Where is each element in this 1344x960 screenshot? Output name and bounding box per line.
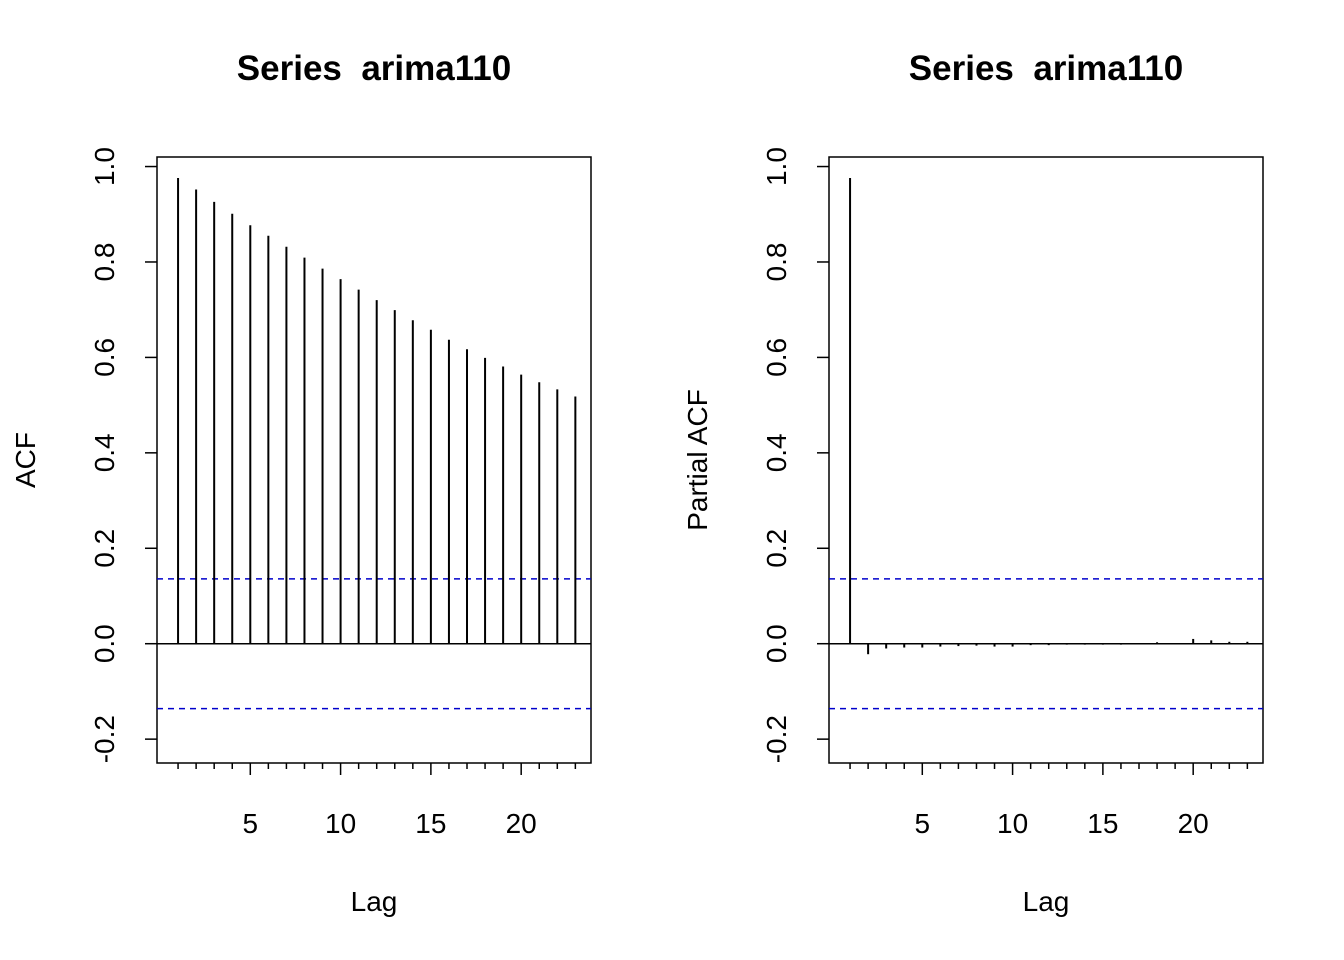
acf-title: Series arima110 [237, 49, 511, 88]
acf-x-tick-label: 20 [506, 808, 537, 839]
acf-x-tick-label: 15 [415, 808, 446, 839]
acf-y-tick-label: 0.4 [89, 433, 120, 472]
acf-plot-frame [156, 156, 592, 764]
acf-y-tick-label: 0.0 [89, 624, 120, 663]
pacf-marks: 5 10 15 20 -0.2 0.0 0.2 0.4 0.6 0.8 1.0 [761, 147, 1263, 839]
acf-marks: 5 10 15 20 -0.2 0.0 0.2 0.4 0.6 0.8 1.0 [89, 147, 591, 839]
pacf-y-tick-label: 0.2 [761, 529, 792, 568]
pacf-plot-frame [828, 156, 1264, 764]
pacf-y-tick-label: 0.6 [761, 338, 792, 377]
acf-y-tick-label: 0.8 [89, 243, 120, 282]
acf-y-tick-label: 1.0 [89, 147, 120, 186]
acf-x-tick-label: 10 [325, 808, 356, 839]
acf-panel: Series arima110 Lag ACF 5 10 15 20 -0.2 0.0 0.… [10, 49, 592, 917]
acf-y-tick-label: 0.6 [89, 338, 120, 377]
pacf-x-axis-label: Lag [1023, 886, 1070, 917]
pacf-x-tick-label: 10 [997, 808, 1028, 839]
pacf-x-tick-label: 20 [1178, 808, 1209, 839]
pacf-x-tick-label: 15 [1087, 808, 1118, 839]
pacf-y-tick-label: 0.8 [761, 243, 792, 282]
pacf-y-tick-label: 0.0 [761, 624, 792, 663]
acf-y-tick-label: -0.2 [89, 715, 120, 763]
pacf-panel: Series arima110 Lag Partial ACF 5 10 15 20 -… [682, 49, 1264, 917]
acf-y-axis-label: ACF [10, 432, 41, 488]
pacf-title: Series arima110 [909, 49, 1183, 88]
acf-x-axis-label: Lag [351, 886, 398, 917]
pacf-y-tick-label: -0.2 [761, 715, 792, 763]
pacf-y-tick-label: 0.4 [761, 433, 792, 472]
acf-x-tick-label: 5 [243, 808, 259, 839]
pacf-y-axis-label: Partial ACF [682, 389, 713, 531]
pacf-x-tick-label: 5 [915, 808, 931, 839]
acf-y-tick-label: 0.2 [89, 529, 120, 568]
pacf-y-tick-label: 1.0 [761, 147, 792, 186]
